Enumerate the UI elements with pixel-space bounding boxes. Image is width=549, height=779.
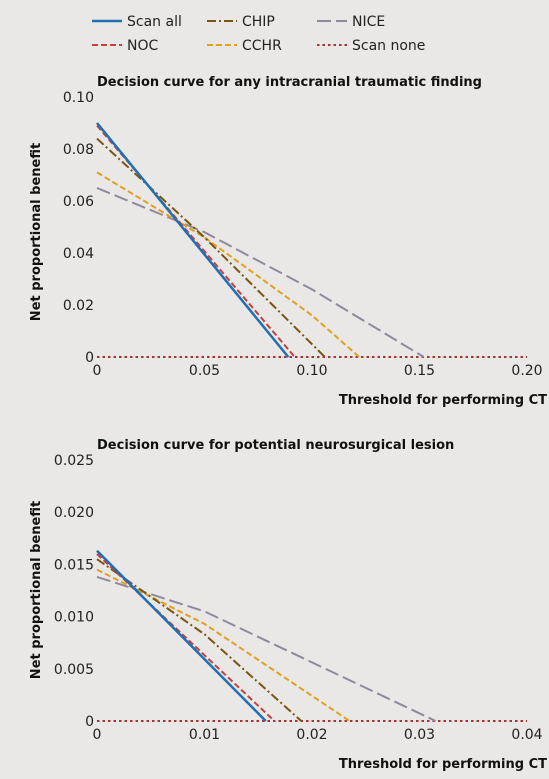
y-tick-label: 0.04	[63, 246, 94, 262]
series-scan-all-line	[96, 549, 267, 722]
y-tick-label: 0.010	[54, 610, 94, 626]
x-tick-label: 0.05	[189, 363, 220, 379]
y-axis-label: Net proportional benefit	[29, 501, 44, 679]
x-tick-label: 0.02	[296, 727, 327, 743]
y-tick-label: 0.005	[54, 662, 94, 678]
x-axis-label: Threshold for performing CT	[339, 393, 547, 408]
legend-label-nice: NICE	[352, 14, 385, 30]
plot-area	[96, 549, 527, 722]
y-tick-label: 0.08	[63, 142, 94, 158]
legend-label-scan-all: Scan all	[127, 14, 182, 30]
chart-intracranial-finding: Decision curve for any intracranial trau…	[29, 75, 547, 408]
y-tick-label: 0.10	[63, 90, 94, 106]
x-tick-label: 0	[93, 727, 102, 743]
plot-area	[96, 122, 527, 358]
y-tick-label: 0	[85, 714, 94, 730]
y-tick-label: 0.015	[54, 557, 94, 573]
series-scan-all-line	[96, 122, 290, 358]
series-cchr-line	[96, 171, 360, 358]
y-axis-label: Net proportional benefit	[29, 143, 44, 321]
series-chip-line	[96, 558, 302, 722]
legend-label-cchr: CCHR	[242, 38, 282, 54]
legend-label-noc: NOC	[127, 38, 158, 54]
x-tick-label: 0	[93, 363, 102, 379]
x-tick-label: 0.15	[404, 363, 435, 379]
chart-neurosurgical-lesion: Decision curve for potential neurosurgic…	[29, 438, 547, 772]
legend-label-scan-none: Scan none	[352, 38, 425, 54]
x-tick-label: 0.20	[511, 363, 542, 379]
x-tick-label: 0.04	[511, 727, 542, 743]
y-tick-label: 0.06	[63, 194, 94, 210]
chart-title: Decision curve for any intracranial trau…	[97, 75, 482, 90]
tick-labels: 0 0.005 0.010 0.015 0.020 0.025 0 0.01 0.02 0.03 0…	[54, 453, 543, 743]
y-tick-label: 0.025	[54, 453, 94, 469]
x-axis-label: Threshold for performing CT	[339, 757, 547, 772]
series-nice-line	[96, 187, 425, 358]
chart-title: Decision curve for potential neurosurgic…	[97, 438, 454, 453]
x-tick-label: 0.03	[404, 727, 435, 743]
x-tick-label: 0.01	[189, 727, 220, 743]
series-cchr-line	[96, 568, 351, 722]
legend-label-chip: CHIP	[242, 14, 275, 30]
x-tick-label: 0.10	[296, 363, 327, 379]
series-chip-line	[96, 137, 326, 358]
y-tick-label: 0.02	[63, 298, 94, 314]
series-nice-line	[96, 575, 437, 722]
y-tick-label: 0.020	[54, 505, 94, 521]
y-tick-label: 0	[85, 350, 94, 366]
tick-labels: 0 0.02 0.04 0.06 0.08 0.10 0 0.05 0.10 0.15 0.20	[63, 90, 543, 379]
legend: Scan all CHIP NICE NOC CCHR Scan none	[92, 14, 425, 54]
